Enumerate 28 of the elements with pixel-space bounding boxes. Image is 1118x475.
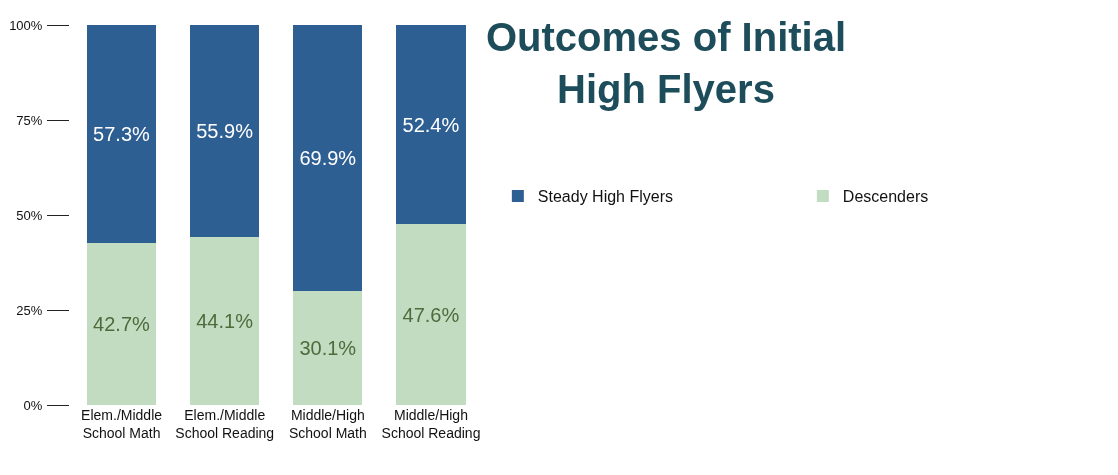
x-tick-label: Middle/High School Math xyxy=(288,407,367,442)
bar xyxy=(293,290,363,405)
x-tick-label: Middle/High School Reading xyxy=(381,407,481,442)
bar xyxy=(293,25,363,291)
y-tick-label: 25% xyxy=(16,302,43,318)
data-label: 42.7% xyxy=(93,312,151,335)
data-label: 52.4% xyxy=(402,113,460,136)
data-label: 44.1% xyxy=(196,310,254,333)
x-tick-label: Elem./Middle School Math xyxy=(81,407,163,442)
bar xyxy=(190,237,260,405)
legend-label: Steady High Flyers xyxy=(537,188,674,206)
data-label: 47.6% xyxy=(402,303,460,326)
text: Outcomes of Initial High Flyers xyxy=(486,15,847,111)
y-tick-label: 50% xyxy=(16,207,43,223)
data-label: 30.1% xyxy=(299,336,357,359)
data-label: 55.9% xyxy=(196,120,254,143)
bar xyxy=(396,25,466,225)
bar xyxy=(87,25,157,243)
y-tick-label: 0% xyxy=(23,397,43,413)
y-tick-label: 75% xyxy=(16,112,43,128)
legend-label: Descenders xyxy=(842,188,929,206)
bar xyxy=(396,224,466,405)
data-label: 57.3% xyxy=(93,122,151,145)
bar xyxy=(190,25,260,238)
x-tick-label: Elem./Middle School Reading xyxy=(175,407,275,442)
y-tick-label: 100% xyxy=(9,17,43,33)
bar xyxy=(87,242,157,405)
data-label: 69.9% xyxy=(299,146,357,169)
